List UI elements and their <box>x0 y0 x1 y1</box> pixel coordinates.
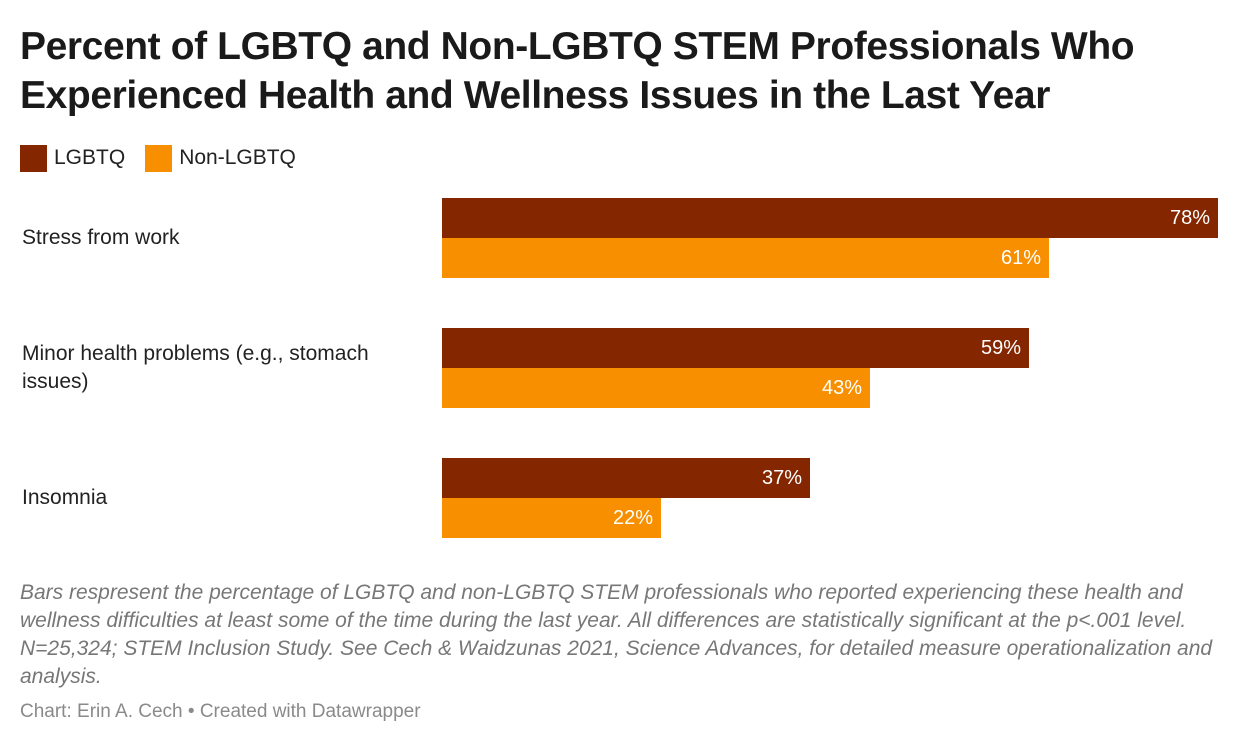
legend-label-lgbtq: LGBTQ <box>54 146 126 169</box>
bar-lgbtq <box>442 328 1029 368</box>
legend-swatch-non-lgbtq <box>145 144 173 172</box>
bar-value-label-lgbtq: 78% <box>1169 207 1210 229</box>
bar-non-lgbtq <box>442 368 870 408</box>
bar-non-lgbtq <box>442 498 661 538</box>
chart-title: Percent of LGBTQ and Non-LGBTQ STEM Prof… <box>20 25 1135 117</box>
bar-lgbtq <box>442 198 1218 238</box>
legend-label-non-lgbtq: Non-LGBTQ <box>179 146 296 169</box>
bar-value-label-non-lgbtq: 22% <box>612 507 653 529</box>
bar-value-label-non-lgbtq: 43% <box>821 377 862 399</box>
chart-byline: Chart: Erin A. Cech • Created with Dataw… <box>20 701 421 722</box>
legend-item-non-lgbtq: Non-LGBTQ <box>145 144 296 172</box>
bar-value-label-lgbtq: 59% <box>980 337 1021 359</box>
legend: LGBTQ Non-LGBTQ <box>20 144 316 172</box>
legend-swatch-lgbtq <box>20 144 47 172</box>
category-label: Minor health problems (e.g., stomach iss… <box>22 342 369 393</box>
bar-non-lgbtq <box>442 238 1049 278</box>
chart-notes: Bars respresent the percentage of LGBTQ … <box>20 581 1213 688</box>
bar-value-label-non-lgbtq: 61% <box>1000 247 1041 269</box>
category-label: Stress from work <box>22 226 180 249</box>
bar-value-label-lgbtq: 37% <box>761 467 802 489</box>
legend-item-lgbtq: LGBTQ <box>20 144 126 172</box>
category-label: Insomnia <box>22 486 108 509</box>
bar-lgbtq <box>442 458 810 498</box>
